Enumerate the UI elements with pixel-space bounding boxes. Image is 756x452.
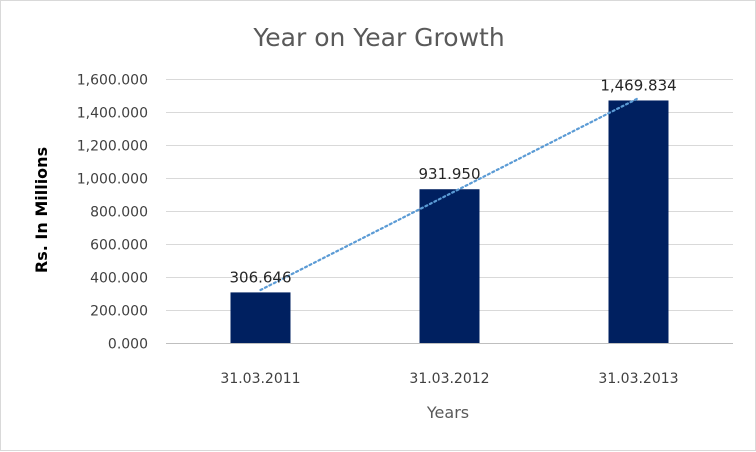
y-tick-label: 600.000: [90, 238, 148, 254]
x-tick-label: 31.03.2012: [409, 371, 489, 387]
x-tick-label: 31.03.2011: [220, 371, 300, 387]
x-axis-label: Years: [426, 403, 469, 422]
x-axis-ticks: 31.03.2011 31.03.2012 31.03.2013: [220, 371, 678, 387]
trendline: [259, 96, 640, 292]
bar: [608, 100, 669, 343]
y-tick-label: 800.000: [90, 205, 148, 221]
data-label: 1,469.834: [600, 76, 676, 94]
trendline-line: [259, 96, 640, 292]
y-tick-label: 400.000: [90, 271, 148, 287]
y-tick-label: 1,600.000: [77, 73, 148, 89]
y-tick-label: 1,200.000: [77, 139, 148, 155]
y-axis-ticks: 0.000 200.000 400.000 600.000 800.000 1,000.0…: [77, 73, 148, 353]
bar: [230, 292, 291, 343]
data-labels: 306.646 931.950 1,469.834: [229, 76, 676, 286]
y-tick-label: 0.000: [108, 337, 148, 353]
y-axis-label: Rs. In Millions: [32, 147, 51, 273]
data-label: 306.646: [229, 268, 291, 286]
y-tick-label: 1,000.000: [77, 172, 148, 188]
bars: [230, 100, 669, 343]
bar: [419, 189, 480, 343]
chart-title: Year on Year Growth: [252, 23, 504, 52]
y-tick-label: 1,400.000: [77, 106, 148, 122]
y-tick-label: 200.000: [90, 304, 148, 320]
x-tick-label: 31.03.2013: [598, 371, 678, 387]
data-label: 931.950: [418, 165, 480, 183]
